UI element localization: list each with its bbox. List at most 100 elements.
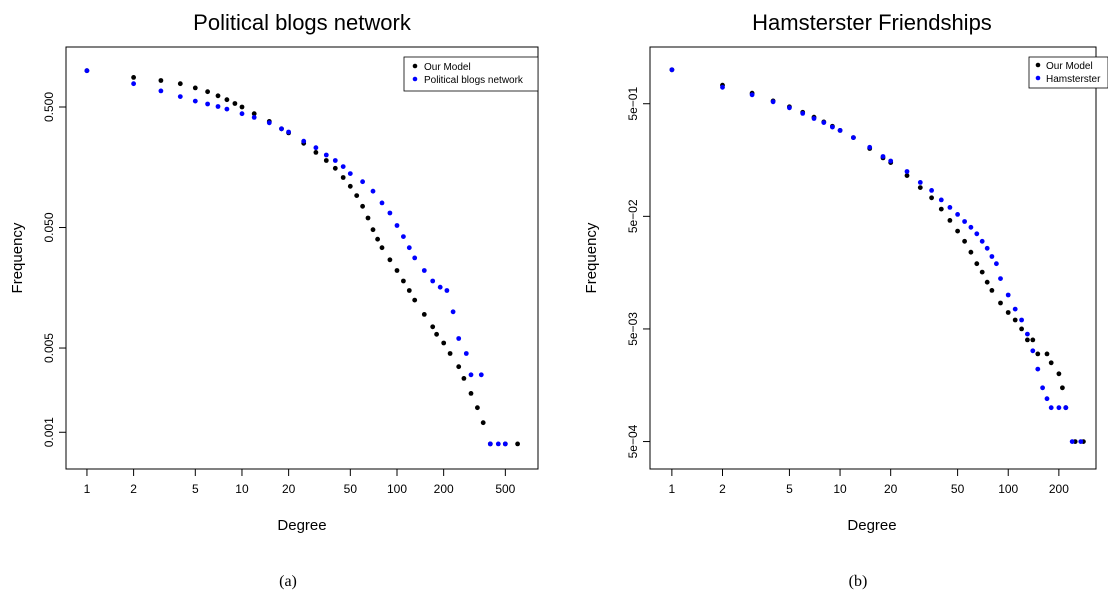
data-point <box>1069 439 1075 444</box>
data-point <box>1012 306 1018 312</box>
data-point <box>851 135 856 141</box>
data-point <box>340 164 346 170</box>
data-point <box>401 278 406 284</box>
data-point <box>1056 371 1062 377</box>
x-tick-label: 5 <box>192 482 199 496</box>
data-point <box>323 158 329 163</box>
y-tick-label: 5e−03 <box>626 312 640 346</box>
data-point <box>286 129 291 135</box>
data-point <box>301 138 307 144</box>
legend-marker-our-model <box>412 63 418 69</box>
data-point <box>947 218 953 223</box>
data-point <box>974 231 980 237</box>
x-tick-label: 50 <box>951 482 965 496</box>
y-tick-label: 5e−04 <box>626 424 640 458</box>
data-point <box>962 238 967 244</box>
data-point <box>998 300 1003 306</box>
x-tick-label: 200 <box>1049 482 1069 496</box>
plot-frame <box>649 46 1097 470</box>
y-tick-label: 5e−02 <box>626 199 640 233</box>
data-point <box>468 372 474 378</box>
plot-frame <box>65 46 539 470</box>
x-tick-label: 100 <box>387 482 407 496</box>
data-point <box>938 206 944 212</box>
data-point <box>205 89 211 95</box>
legend-label-our-model: Our Model <box>1046 61 1093 72</box>
data-point <box>904 173 910 179</box>
data-point <box>984 279 990 285</box>
legend-box <box>1028 56 1108 89</box>
data-point <box>84 68 90 74</box>
data-point <box>387 210 393 216</box>
data-point <box>955 212 960 217</box>
data-point <box>347 171 353 177</box>
chart-hamsterster-friendships: Hamsterster Friendships 1 2 5 10 20 50 100 200 … <box>583 10 1108 534</box>
caption-a: (a) <box>279 573 297 590</box>
data-point <box>962 219 967 224</box>
data-points <box>669 67 1086 444</box>
data-point <box>468 391 474 396</box>
data-point <box>947 205 953 210</box>
data-point <box>938 197 944 203</box>
data-point <box>421 312 427 317</box>
data-point <box>867 144 873 150</box>
data-point <box>251 111 257 117</box>
data-point <box>821 120 827 125</box>
data-point <box>968 249 974 255</box>
data-point <box>800 111 806 116</box>
x-tick-label: 200 <box>434 482 454 496</box>
data-point <box>1030 337 1036 343</box>
data-point <box>917 180 923 185</box>
data-point <box>929 188 934 193</box>
y-tick-label: 0.050 <box>42 212 56 242</box>
data-point <box>266 120 272 126</box>
data-point <box>998 276 1003 281</box>
data-point <box>1030 348 1036 354</box>
y-tick-label: 0.001 <box>42 417 56 447</box>
chart-political-blogs: Political blogs network 1 2 5 10 20 50 100 200 5… <box>9 10 539 534</box>
x-tick-label: 50 <box>344 482 358 496</box>
data-point <box>158 78 164 83</box>
data-point <box>669 67 675 73</box>
x-tick-label: 20 <box>884 482 898 496</box>
data-point <box>1056 405 1062 411</box>
data-point <box>224 106 230 112</box>
data-point <box>787 105 792 111</box>
data-point <box>313 145 319 151</box>
data-point <box>917 185 923 191</box>
data-point <box>332 158 338 163</box>
data-point <box>447 351 453 356</box>
legend: Our Model Political blogs network <box>403 56 539 92</box>
data-point <box>837 127 843 133</box>
data-point <box>770 99 776 105</box>
data-point <box>131 75 137 80</box>
x-tick-label: 500 <box>495 482 515 496</box>
data-point <box>456 336 462 341</box>
data-point <box>1044 396 1050 402</box>
legend-label-hamsterster: Hamsterster <box>1046 74 1101 85</box>
series-hamsterster <box>669 67 1084 444</box>
data-point <box>888 158 894 164</box>
legend-label-our-model: Our Model <box>424 62 471 73</box>
data-point <box>989 254 995 259</box>
data-point <box>955 228 960 234</box>
data-point <box>131 81 137 87</box>
data-point <box>430 278 436 284</box>
data-point <box>444 288 450 293</box>
data-point <box>215 93 221 99</box>
data-point <box>979 238 985 244</box>
data-point <box>478 372 484 378</box>
data-point <box>1035 366 1041 372</box>
chart-title: Hamsterster Friendships <box>752 10 992 35</box>
y-axis: 0.500 0.050 0.005 0.001 <box>42 92 66 447</box>
legend-marker-our-model <box>1035 62 1041 68</box>
data-point <box>1012 317 1018 323</box>
data-point <box>830 124 835 130</box>
data-point <box>354 193 360 199</box>
data-point <box>984 245 990 251</box>
data-point <box>480 420 486 426</box>
data-point <box>441 340 447 346</box>
legend-marker-political-blogs <box>412 76 418 82</box>
data-point <box>239 111 245 117</box>
